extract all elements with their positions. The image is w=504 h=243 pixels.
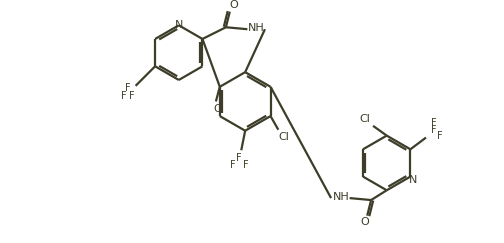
Text: NH: NH (333, 192, 349, 202)
Text: O: O (360, 217, 368, 227)
Text: NH: NH (248, 23, 265, 33)
Text: F: F (125, 83, 131, 93)
Text: F: F (431, 125, 436, 135)
Text: F: F (230, 160, 235, 170)
Text: F: F (236, 153, 242, 163)
Text: F: F (121, 91, 127, 101)
Text: N: N (174, 20, 183, 30)
Text: F: F (129, 91, 135, 101)
Text: F: F (437, 130, 443, 141)
Text: F: F (243, 160, 249, 170)
Text: O: O (229, 0, 238, 10)
Text: Cl: Cl (360, 114, 370, 124)
Text: F: F (431, 118, 436, 128)
Text: Cl: Cl (279, 132, 290, 142)
Text: Cl: Cl (213, 104, 224, 114)
Text: N: N (409, 174, 417, 184)
